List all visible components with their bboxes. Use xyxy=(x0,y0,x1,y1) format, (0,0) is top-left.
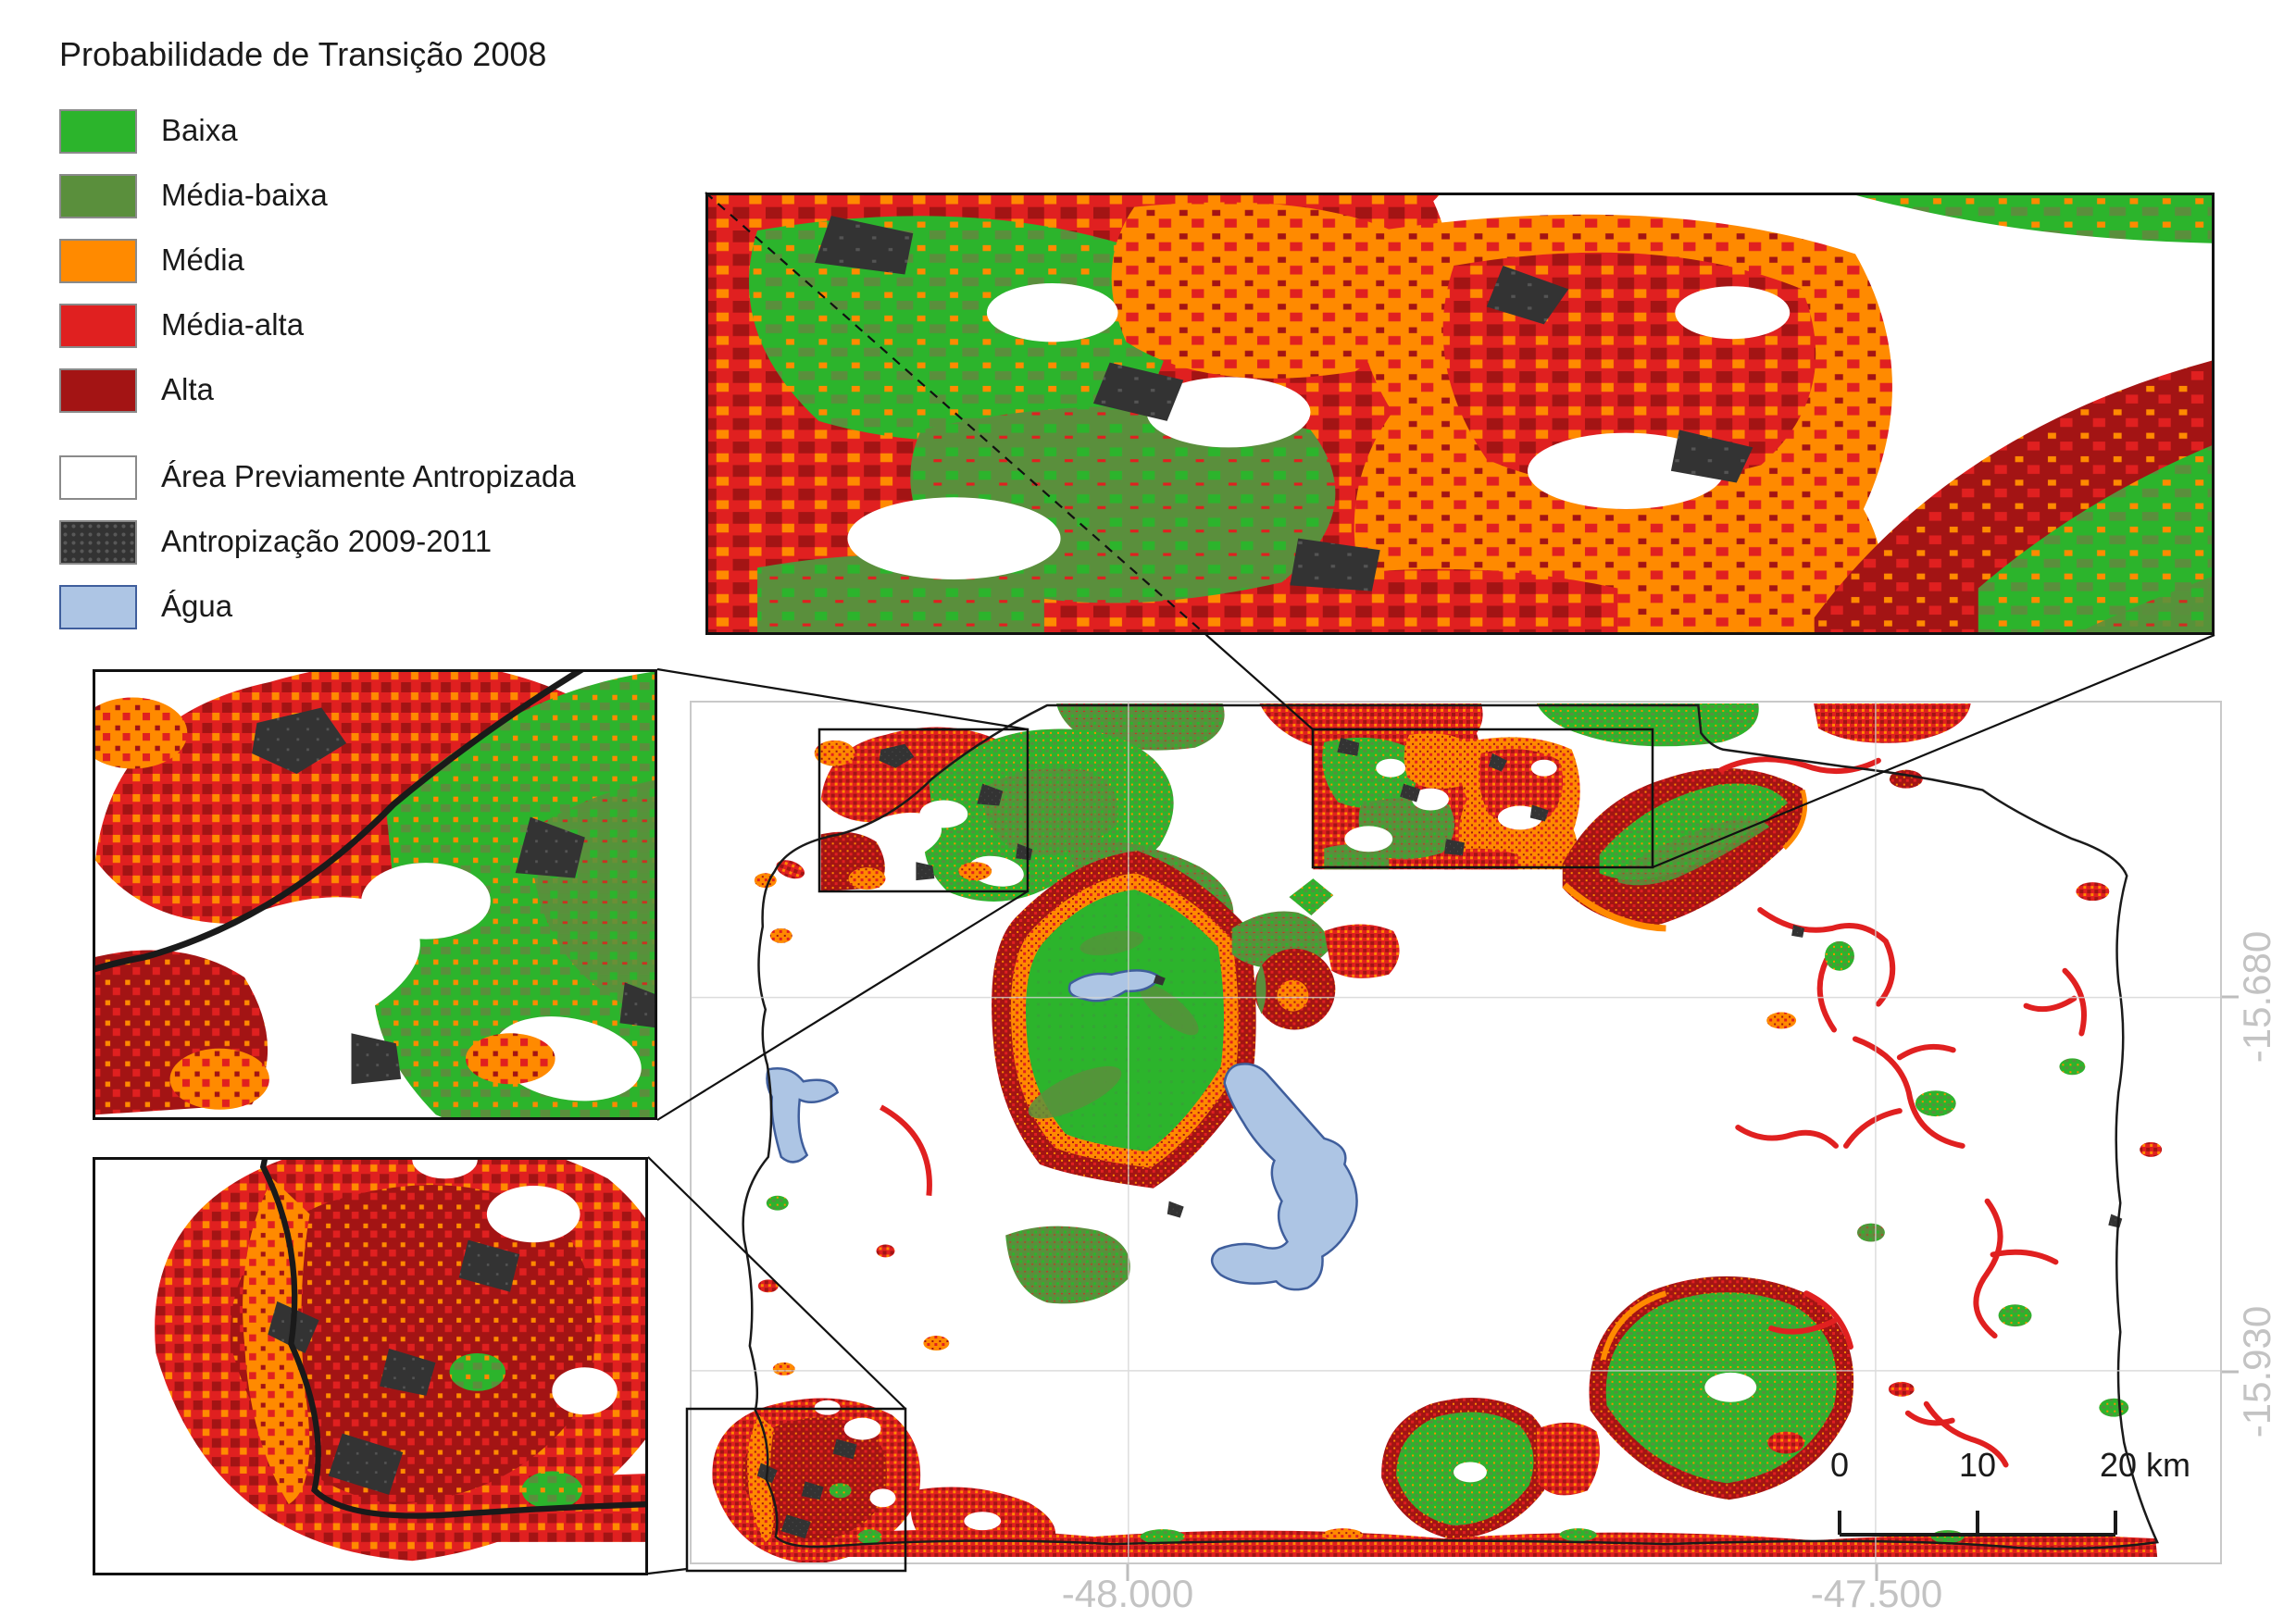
legend-label: Alta xyxy=(161,372,214,406)
legend-label: Média-alta xyxy=(161,307,305,342)
map-inset-west xyxy=(93,669,657,1120)
color-swatch-baixa xyxy=(59,109,137,154)
color-swatch-media-baixa xyxy=(59,174,137,218)
color-swatch-alta xyxy=(59,368,137,413)
map-inset-north xyxy=(705,193,2215,635)
legend-label: Antropização 2009-2011 xyxy=(161,524,493,558)
legend-title: Probabilidade de Transição 2008 xyxy=(59,35,547,73)
color-swatch-antropizacao xyxy=(59,520,137,565)
color-swatch-area-previa xyxy=(59,455,137,500)
longitude-label-east: -47.500 xyxy=(1810,1572,1943,1615)
legend-label: Média-baixa xyxy=(161,178,328,212)
color-swatch-media-alta xyxy=(59,304,137,348)
legend-label: Baixa xyxy=(161,113,238,147)
main-map xyxy=(690,701,2222,1564)
latitude-label-north: -15.680 xyxy=(2235,930,2278,1064)
legend-label: Água xyxy=(161,589,233,623)
longitude-label-west: -48.000 xyxy=(1061,1572,1194,1615)
scalebar-label-0: 0 xyxy=(1829,1446,1850,1484)
color-swatch-agua xyxy=(59,585,137,629)
legend-label: Área Previamente Antropizada xyxy=(161,459,576,493)
scalebar-label-20km: 20 km xyxy=(2099,1446,2191,1484)
map-inset-southwest xyxy=(93,1157,648,1575)
latitude-label-south: -15.930 xyxy=(2235,1305,2278,1438)
legend-label: Média xyxy=(161,243,244,277)
scalebar-label-10: 10 xyxy=(1958,1446,1997,1484)
color-swatch-media xyxy=(59,239,137,283)
